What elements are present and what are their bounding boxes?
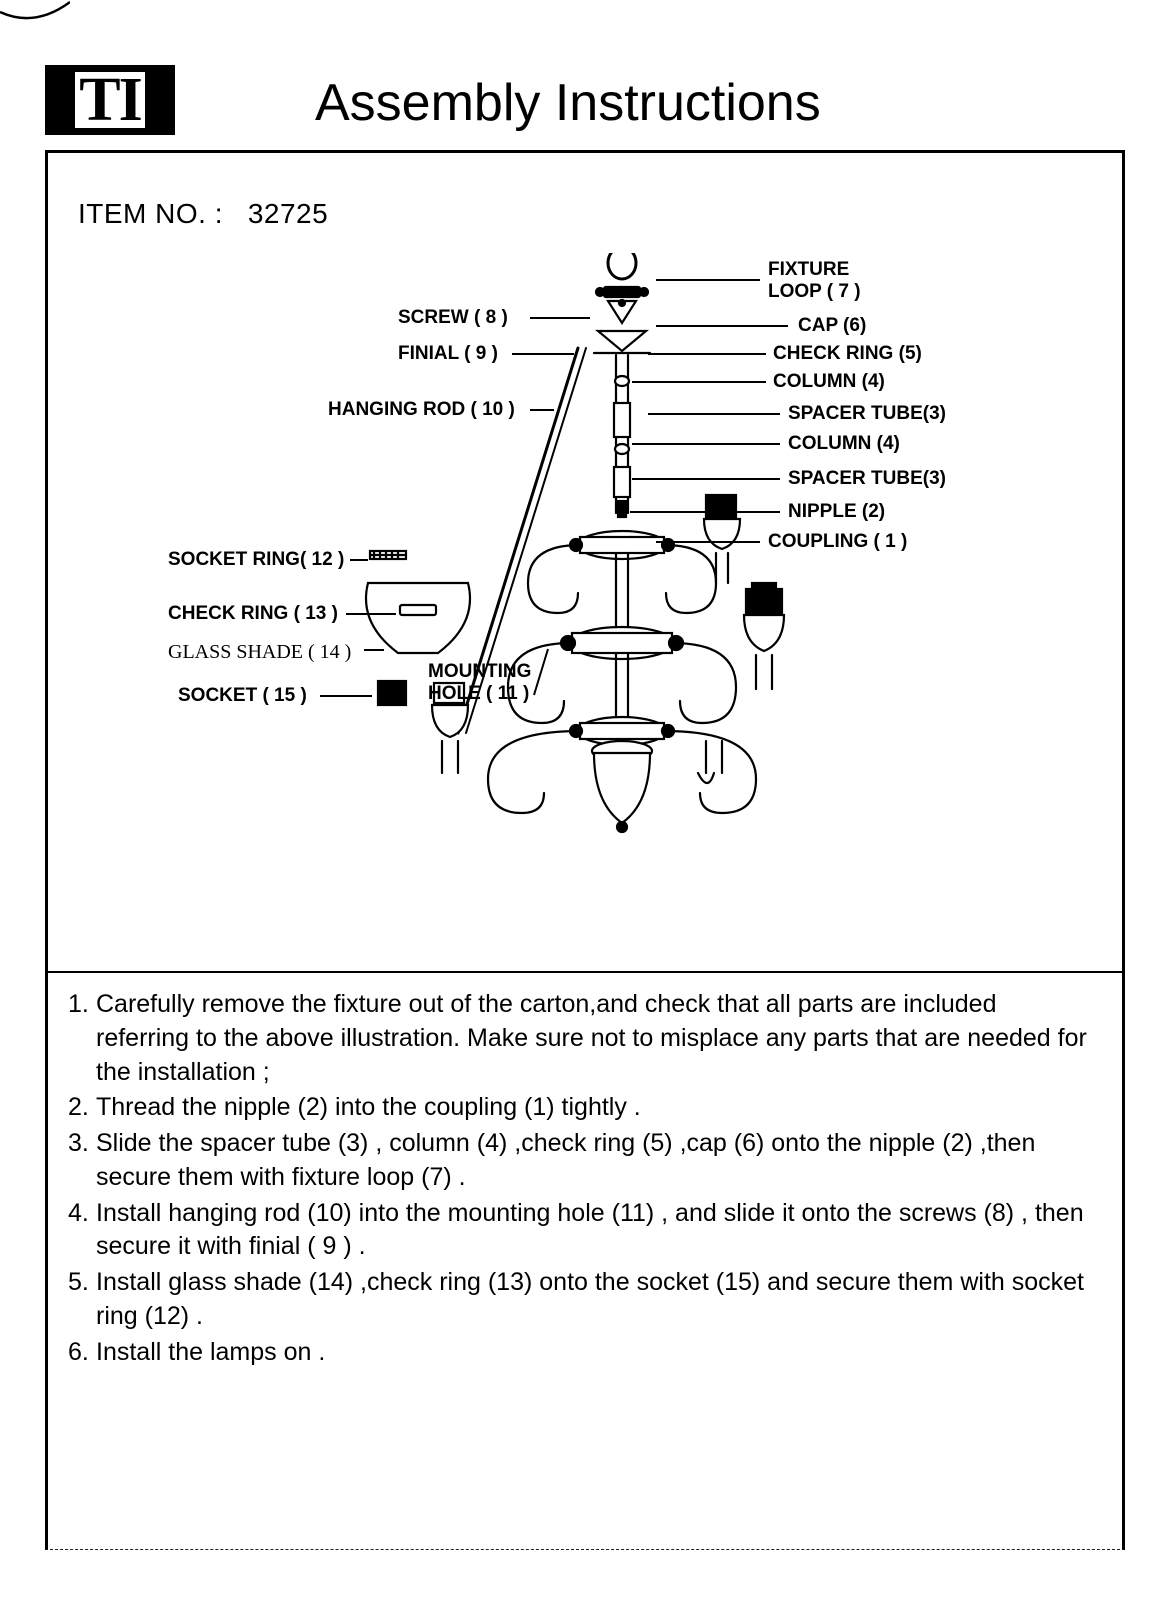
instruction-steps: 1.Carefully remove the fixture out of th… — [68, 988, 1108, 1371]
leader-line — [364, 649, 384, 651]
leader-line — [648, 413, 780, 415]
label-finial: FINIAL ( 9 ) — [398, 343, 498, 365]
leader-line — [648, 353, 766, 355]
step-2: 2.Thread the nipple (2) into the couplin… — [68, 1091, 1108, 1125]
label-hanging-rod: HANGING ROD ( 10 ) — [328, 399, 515, 421]
label-check-ring-13: CHECK RING ( 13 ) — [168, 603, 338, 625]
step-5: 5.Install glass shade (14) ,check ring (… — [68, 1266, 1108, 1334]
content-frame: ITEM NO. : 32725 — [45, 150, 1125, 1550]
label-spacer-3a: SPACER TUBE(3) — [788, 403, 946, 425]
leader-line — [530, 409, 554, 411]
leader-line — [530, 317, 590, 319]
leader-line — [656, 325, 788, 327]
label-coupling: COUPLING ( 1 ) — [768, 531, 907, 553]
leader-line-slant — [530, 645, 560, 705]
header: TI Assembly Instructions — [45, 65, 1125, 135]
label-cap: CAP (6) — [798, 315, 866, 337]
item-no-value: 32725 — [248, 198, 328, 229]
label-fixture-loop: FIXTURE LOOP ( 7 ) — [768, 259, 861, 303]
label-screw: SCREW ( 8 ) — [398, 307, 508, 329]
label-check-ring-5: CHECK RING (5) — [773, 343, 922, 365]
item-number: ITEM NO. : 32725 — [78, 198, 328, 230]
step-3: 3.Slide the spacer tube (3) , column (4)… — [68, 1127, 1108, 1195]
leader-line — [632, 478, 780, 480]
label-socket: SOCKET ( 15 ) — [178, 685, 307, 707]
leader-line — [632, 443, 780, 445]
label-column-4b: COLUMN (4) — [788, 433, 900, 455]
item-no-label: ITEM NO. : — [78, 198, 223, 229]
label-column-4a: COLUMN (4) — [773, 371, 885, 393]
leader-line — [656, 541, 760, 543]
diagram-section: ITEM NO. : 32725 — [48, 153, 1122, 973]
step-6: 6.Install the lamps on . — [68, 1336, 1108, 1370]
logo: TI — [45, 65, 175, 135]
label-mounting-hole: MOUNTING HOLE ( 11 ) — [428, 661, 531, 705]
leader-line — [630, 511, 780, 513]
label-nipple: NIPPLE (2) — [788, 501, 885, 523]
diagram: FIXTURE LOOP ( 7 ) CAP (6) CHECK RING (5… — [108, 253, 1068, 953]
leader-line — [512, 353, 574, 355]
scan-mark — [0, 0, 70, 30]
label-socket-ring: SOCKET RING( 12 ) — [168, 549, 344, 571]
page: TI Assembly Instructions ITEM NO. : 3272… — [0, 0, 1172, 1601]
page-title: Assembly Instructions — [315, 73, 821, 133]
leader-line — [350, 559, 368, 561]
leader-line — [632, 381, 766, 383]
logo-text: TI — [75, 72, 144, 128]
leader-line — [320, 695, 372, 697]
label-spacer-3b: SPACER TUBE(3) — [788, 468, 946, 490]
step-1: 1.Carefully remove the fixture out of th… — [68, 988, 1108, 1089]
leader-line — [656, 279, 760, 281]
step-4: 4.Install hanging rod (10) into the moun… — [68, 1197, 1108, 1265]
leader-line — [346, 613, 396, 615]
label-glass-shade: GLASS SHADE ( 14 ) — [168, 641, 351, 664]
